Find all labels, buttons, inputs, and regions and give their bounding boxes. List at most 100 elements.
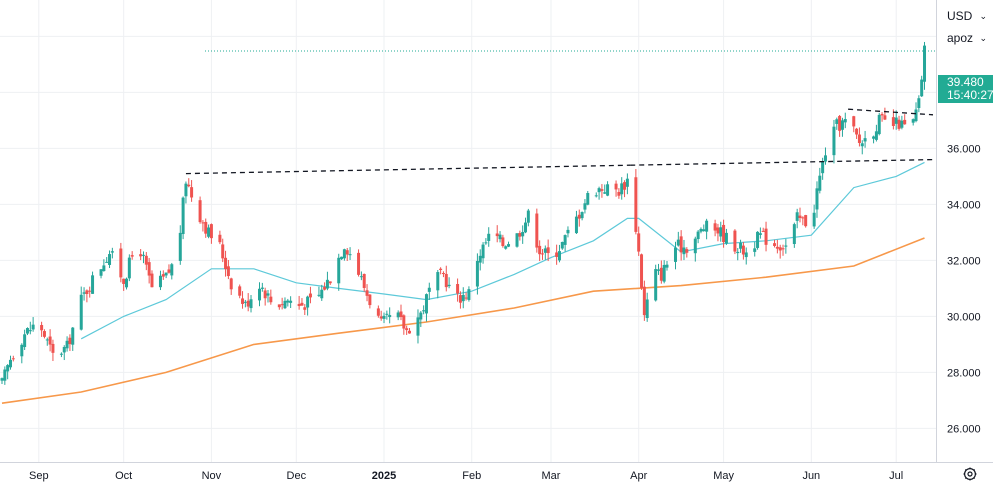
candle: [201, 220, 205, 232]
candle-body: [0, 378, 4, 381]
candle-body: [283, 300, 287, 309]
candle: [11, 355, 15, 362]
candle: [48, 329, 52, 352]
candle-body: [515, 233, 519, 247]
candle-body: [221, 244, 225, 259]
candle: [40, 321, 44, 337]
candle: [221, 238, 225, 263]
candle-body: [71, 327, 75, 345]
ma-long-line: [1, 237, 925, 404]
candle-body: [478, 255, 482, 263]
candle-body: [376, 308, 380, 316]
candle: [85, 289, 89, 303]
candle: [756, 231, 760, 250]
candle-body: [102, 265, 106, 272]
candle: [269, 289, 273, 305]
candle-body: [224, 257, 228, 270]
candle: [736, 248, 740, 261]
candle-body: [88, 290, 92, 292]
candle: [623, 180, 627, 198]
candle-body: [614, 183, 618, 190]
candle: [181, 196, 185, 240]
currency-selector[interactable]: USD ⌄: [942, 4, 993, 28]
candle: [812, 204, 816, 229]
candle: [637, 226, 641, 256]
candle-body: [399, 311, 403, 318]
last-price-label: 39.480 15:40:27: [938, 75, 993, 103]
candle-body: [804, 215, 808, 227]
candle-body: [642, 286, 646, 316]
candle: [818, 167, 822, 194]
candle: [487, 227, 491, 247]
candle: [243, 299, 247, 308]
candle: [31, 317, 35, 332]
candle-body: [139, 254, 143, 257]
chart-settings-button[interactable]: [958, 462, 982, 486]
currency-label: USD: [947, 9, 973, 23]
candle-body: [600, 189, 604, 191]
candle-body: [682, 247, 686, 255]
candle-body: [119, 248, 123, 278]
candle-body: [580, 212, 584, 219]
candle: [362, 273, 366, 292]
trendline: [630, 158, 934, 166]
candle: [320, 284, 324, 301]
y-tick-label: 32.000: [947, 255, 981, 267]
candle: [444, 265, 448, 292]
candle-body: [201, 222, 205, 224]
candle-body: [207, 227, 211, 237]
candle-body: [877, 114, 881, 135]
candle-body: [328, 281, 332, 284]
candle: [642, 280, 646, 321]
candle-body: [170, 264, 174, 276]
candle-body: [348, 254, 352, 256]
candle-body: [603, 192, 607, 194]
candle: [914, 102, 918, 123]
candle-body: [645, 299, 649, 319]
candle-body: [914, 109, 918, 122]
candle: [108, 250, 112, 269]
candle-body: [150, 273, 154, 288]
candle: [359, 271, 363, 281]
candle-body: [243, 301, 247, 303]
candle-body: [792, 224, 796, 245]
candle: [852, 115, 856, 133]
candle-body: [894, 117, 898, 124]
candle-body: [538, 245, 542, 255]
candle: [297, 295, 301, 310]
candle: [447, 277, 451, 289]
candle: [88, 286, 92, 298]
candle-body: [818, 175, 822, 191]
candle: [68, 334, 72, 352]
candle: [368, 294, 372, 309]
candle: [781, 244, 785, 256]
candle: [238, 284, 242, 299]
candle-body: [481, 244, 485, 259]
candle-body: [874, 131, 878, 140]
candle: [679, 230, 683, 261]
candle-body: [427, 287, 431, 292]
candle-body: [289, 300, 293, 303]
candle: [99, 269, 103, 279]
candle: [204, 218, 208, 238]
candle: [705, 218, 709, 240]
candle: [693, 236, 697, 262]
candle: [23, 329, 27, 350]
candle-body: [852, 116, 856, 127]
candle: [920, 75, 924, 97]
candle-body: [68, 337, 72, 345]
candle: [795, 208, 799, 229]
candle-body: [365, 290, 369, 296]
trendline: [848, 108, 934, 116]
candle-body: [903, 119, 907, 125]
candle-body: [637, 233, 641, 252]
candle: [71, 327, 75, 351]
unit-selector[interactable]: apoz ⌄: [942, 26, 993, 50]
candle: [218, 230, 222, 245]
candle: [784, 238, 788, 254]
candle: [883, 107, 887, 121]
candle: [900, 115, 904, 130]
candle-body: [891, 117, 895, 126]
candle: [665, 260, 669, 271]
